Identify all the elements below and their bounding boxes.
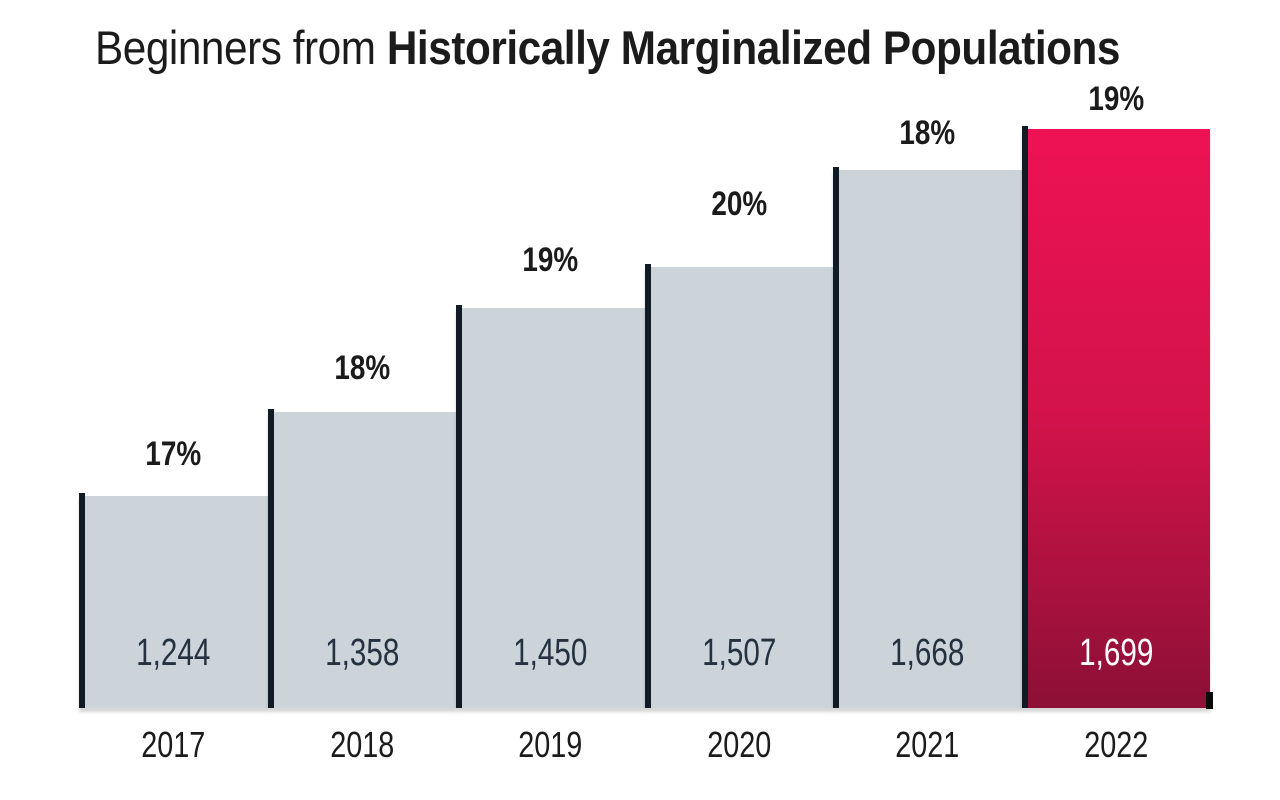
chart-title-regular: Beginners from <box>95 21 387 74</box>
year-label: 2018 <box>329 724 394 765</box>
percent-label: 18% <box>333 349 390 387</box>
year-label: 2022 <box>1083 724 1148 765</box>
chart-title: Beginners from Historically Marginalized… <box>95 22 1120 74</box>
bar-value-label: 1,244 <box>136 632 211 674</box>
bar-value-label: 1,507 <box>701 632 776 674</box>
shadow-notch <box>1206 692 1213 709</box>
year-label: 2017 <box>141 724 206 765</box>
year-label: 2019 <box>518 724 583 765</box>
bar-2018: 1,358 <box>267 409 456 708</box>
chart-title-bold: Historically Marginalized Populations <box>386 21 1121 74</box>
bar-value-label: 1,450 <box>513 632 588 674</box>
bar-value-label: 1,358 <box>324 632 399 674</box>
bar-left-edge <box>644 264 651 708</box>
percent-label: 20% <box>710 185 767 223</box>
percent-label: 17% <box>145 435 202 473</box>
bar-2022: 1,699 <box>1021 126 1213 709</box>
bar-2019: 1,450 <box>456 305 645 708</box>
year-label: 2021 <box>895 724 960 765</box>
bar-left-edge <box>1021 126 1028 708</box>
bar-2021: 1,668 <box>833 167 1022 708</box>
year-label: 2020 <box>706 724 771 765</box>
bar-left-edge <box>833 167 839 708</box>
percent-label: 18% <box>899 114 956 152</box>
bar-left-edge <box>79 493 85 708</box>
percent-label: 19% <box>522 241 579 279</box>
bar-value-label: 1,699 <box>1078 632 1153 674</box>
bar-left-edge <box>267 409 274 708</box>
bar-value-label: 1,668 <box>890 632 965 674</box>
bar-2020: 1,507 <box>644 264 833 708</box>
bar-left-edge <box>456 305 462 708</box>
percent-label: 19% <box>1087 80 1144 118</box>
bar-2017: 1,244 <box>79 493 268 708</box>
